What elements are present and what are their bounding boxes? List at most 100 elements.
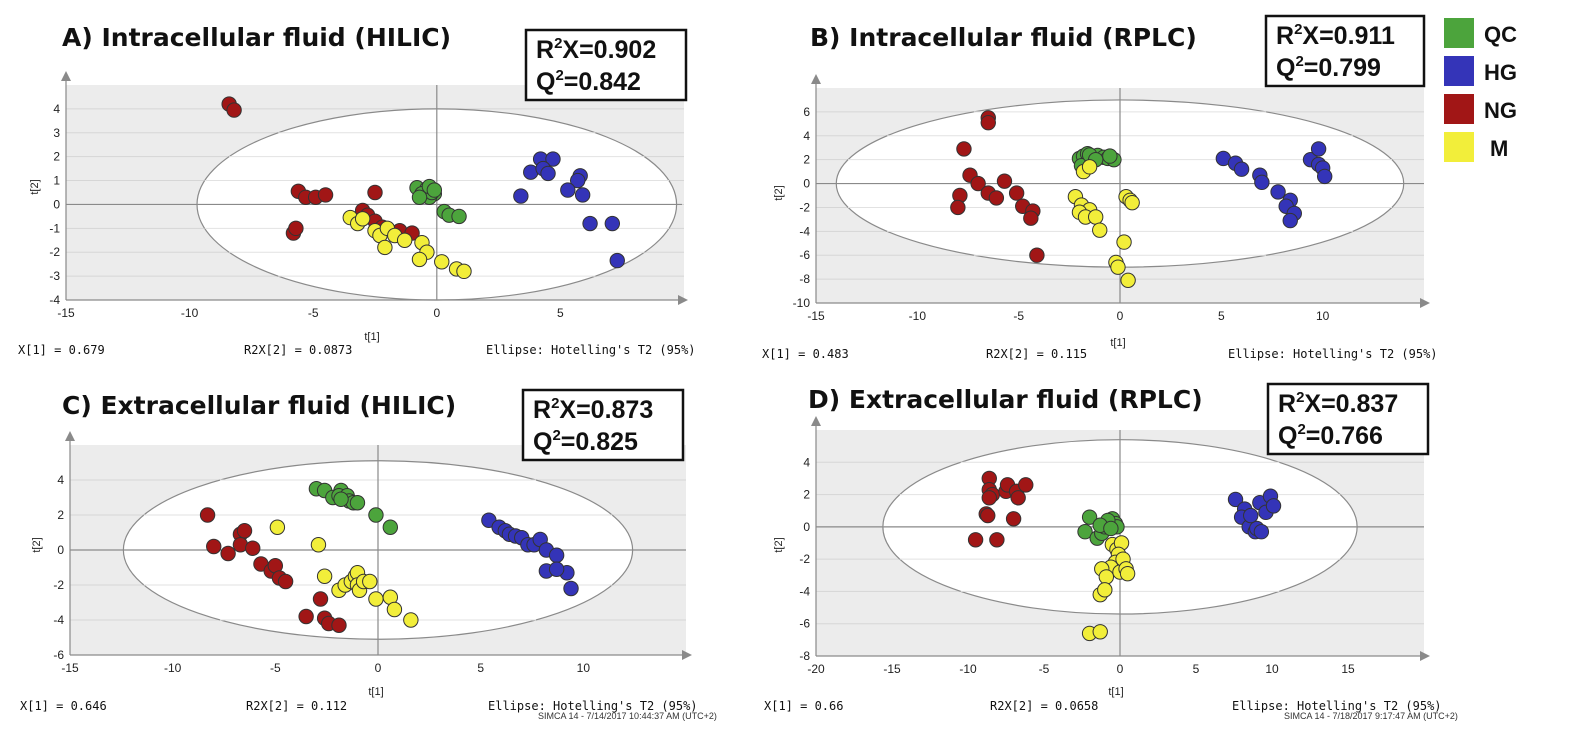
point-qc: [382, 519, 399, 535]
point-ng: [1010, 490, 1026, 506]
r2x-value: R2X=0.902: [536, 35, 656, 64]
point-qc: [333, 491, 349, 507]
point-m: [362, 573, 378, 590]
point-hg: [545, 151, 561, 167]
point-m: [368, 591, 384, 607]
point-m: [411, 251, 428, 268]
x-tick-label: 0: [1117, 662, 1124, 676]
y-tick-label: 1: [53, 174, 60, 188]
point-m: [1098, 569, 1115, 585]
point-ng: [199, 507, 216, 523]
legend-swatch-ng: [1444, 94, 1474, 124]
point-ng: [331, 617, 347, 633]
r2x-value: R2X=0.837: [1278, 389, 1398, 418]
point-ng: [317, 187, 334, 203]
x-axis-label: t[1]: [1110, 337, 1125, 349]
y-tick-label: -4: [799, 224, 810, 238]
y-tick-label: -4: [53, 613, 64, 627]
point-ng: [236, 523, 253, 539]
point-m: [1097, 582, 1113, 598]
legend-item-qc: QC: [1444, 18, 1517, 48]
series-ng: [950, 110, 1045, 263]
y-tick-label: 0: [803, 177, 810, 191]
footer-ellipse: Ellipse: Hotelling's T2 (95%): [1232, 699, 1442, 713]
series-hg: [1227, 488, 1282, 540]
legend-label-qc: QC: [1484, 22, 1517, 47]
point-m: [456, 263, 472, 280]
point-m: [434, 254, 450, 270]
y-tick-label: 4: [53, 102, 60, 116]
point-m: [386, 601, 403, 618]
point-m: [1081, 159, 1098, 175]
series-hg: [513, 151, 625, 269]
footer-r2x2: R2X[2] = 0.0658: [990, 699, 1098, 713]
x-tick-label: 0: [433, 306, 440, 320]
point-hg: [1310, 141, 1327, 157]
footer-r2x2: R2X[2] = 0.112: [246, 699, 347, 713]
x-tick-label: -10: [909, 309, 927, 323]
y-axis-label: t[2]: [29, 179, 41, 194]
point-m: [1092, 222, 1108, 238]
point-m: [1120, 272, 1136, 289]
y-tick-label: -4: [799, 584, 810, 598]
y-tick-label: 2: [803, 153, 810, 167]
series-m: [342, 209, 472, 280]
point-ng: [981, 490, 997, 506]
y-tick-label: -6: [799, 248, 810, 262]
stats-box: [524, 28, 688, 102]
y-tick-label: 2: [803, 488, 810, 502]
point-m: [1110, 259, 1126, 275]
y-tick-label: 4: [57, 473, 64, 487]
point-m: [316, 568, 333, 584]
point-ng: [980, 114, 996, 131]
point-qc: [1077, 524, 1093, 540]
point-m: [1092, 624, 1108, 640]
point-hg: [548, 547, 565, 563]
legend-swatch-hg: [1444, 56, 1474, 86]
y-tick-label: 4: [803, 129, 810, 143]
y-tick-label: 3: [53, 126, 60, 140]
point-m: [396, 232, 413, 248]
point-qc: [1102, 148, 1118, 164]
y-axis-arrow: [811, 74, 821, 84]
point-ng: [1008, 185, 1025, 201]
point-m: [269, 519, 286, 535]
stats-box: [1264, 14, 1426, 88]
point-ng: [367, 184, 383, 201]
series-m: [1081, 535, 1136, 642]
stats-box: [521, 388, 685, 462]
point-hg: [1243, 507, 1259, 524]
point-hg: [560, 182, 576, 198]
y-tick-label: -2: [799, 200, 810, 214]
y-axis-label: t[2]: [31, 537, 43, 552]
point-hg: [540, 165, 556, 182]
point-qc: [426, 182, 443, 198]
x-tick-label: 0: [375, 661, 382, 675]
point-ng: [226, 102, 242, 118]
footer-ellipse: Ellipse: Hotelling's T2 (95%): [488, 699, 698, 713]
point-ng: [298, 608, 314, 625]
x-tick-label: -5: [1039, 662, 1050, 676]
point-hg: [1265, 498, 1282, 514]
point-qc: [349, 495, 366, 511]
point-ng: [288, 220, 304, 237]
y-axis-label: t[2]: [773, 537, 785, 552]
legend-swatch-qc: [1444, 18, 1474, 48]
x-tick-label: 5: [557, 306, 564, 320]
series-ng: [967, 470, 1034, 548]
point-m: [403, 612, 419, 628]
y-axis-label: t[2]: [773, 185, 785, 200]
point-ng: [970, 175, 986, 192]
x-tick-label: 5: [1218, 309, 1225, 323]
point-hg: [609, 252, 625, 269]
point-ng: [245, 540, 261, 556]
x-tick-label: -5: [308, 306, 319, 320]
point-m: [1124, 194, 1140, 211]
footer-x1: X[1] = 0.483: [762, 347, 849, 361]
point-ng: [988, 190, 1005, 206]
y-tick-label: 0: [803, 520, 810, 534]
q2-value: Q2=0.766: [1278, 421, 1383, 450]
footer-timestamp: SIMCA 14 - 7/14/2017 10:44:37 AM (UTC+2): [538, 711, 717, 721]
